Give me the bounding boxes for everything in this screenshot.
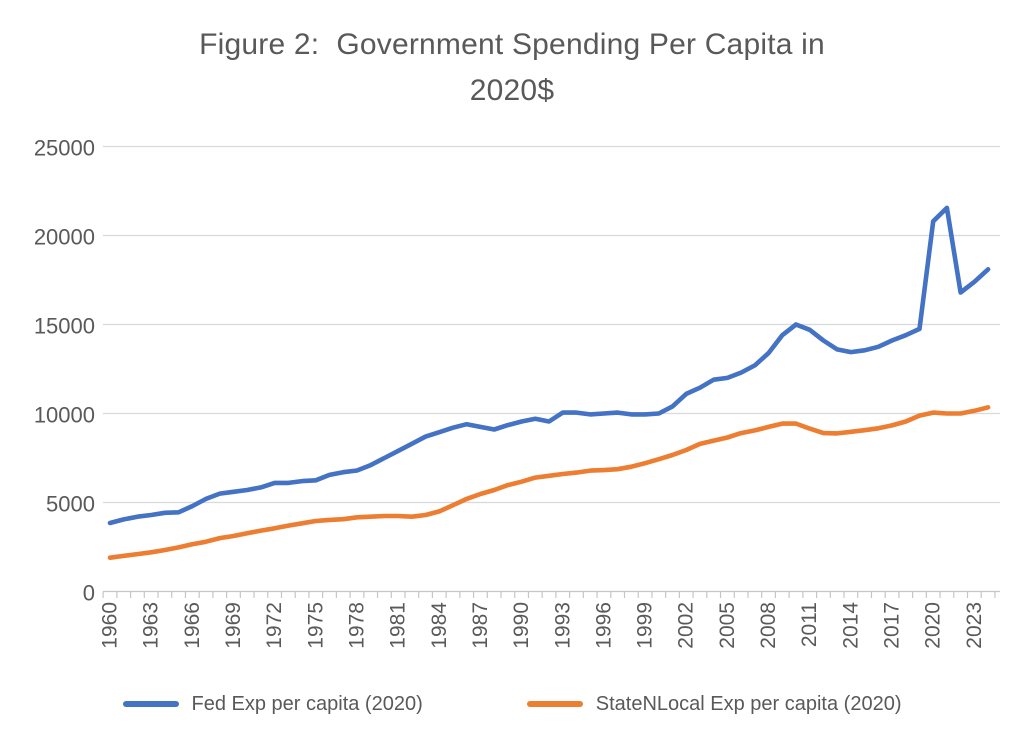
x-axis-label: 1984: [428, 602, 451, 649]
x-axis-label: 1969: [222, 602, 245, 649]
legend-item-statenlocal: StateNLocal Exp per capita (2020): [526, 692, 902, 716]
x-axis-label: 2014: [839, 602, 862, 649]
x-axis-label: 2020: [922, 602, 945, 649]
chart-legend: Fed Exp per capita (2020) StateNLocal Ex…: [0, 692, 1024, 716]
x-axis-label: 1996: [592, 602, 615, 649]
x-axis-label: 1963: [140, 602, 163, 649]
x-axis-label: 2008: [757, 602, 780, 649]
x-axis-label: 1966: [181, 602, 204, 649]
x-axis-label: 1960: [99, 602, 122, 649]
legend-item-fed: Fed Exp per capita (2020): [122, 692, 423, 716]
x-axis-label: 1987: [469, 602, 492, 649]
line-chart: 0 5000 10000 15000 20000 25000 1960 1963 1966 196…: [34, 136, 1000, 649]
y-axis-label: 20000: [34, 225, 95, 250]
x-axis-label: 1972: [263, 602, 286, 649]
statenlocal-legend-label: StateNLocal Exp per capita (2020): [595, 693, 902, 715]
x-axis-label: 2011: [798, 602, 821, 647]
y-axis-label: 0: [83, 581, 95, 606]
statenlocal-exp-line: [107, 404, 991, 561]
x-axis-label: 1975: [304, 602, 327, 649]
x-axis-label: 2005: [716, 602, 739, 649]
statenlocal-line-swatch-icon: [526, 701, 583, 707]
chart-title-line-2: 2020$: [469, 74, 555, 107]
fed-exp-line: [107, 205, 991, 526]
fed-line-swatch-icon: [122, 701, 179, 707]
y-axis-label: 25000: [34, 136, 95, 161]
x-axis-label: 1981: [387, 602, 410, 649]
y-axis-label: 15000: [34, 314, 95, 339]
x-axis-label: 1993: [551, 602, 574, 649]
chart-title: Figure 2: Government Spending Per Capita…: [0, 22, 1024, 114]
x-axis-label: 2002: [675, 602, 698, 649]
x-axis-label: 1999: [634, 602, 657, 649]
y-axis-label: 10000: [34, 403, 95, 428]
x-axis-label: 1978: [345, 602, 368, 649]
x-axis-label: 2017: [881, 602, 904, 649]
fed-legend-label: Fed Exp per capita (2020): [191, 693, 423, 715]
y-axis-label: 5000: [46, 492, 95, 517]
chart-title-line-1: Figure 2: Government Spending Per Capita…: [199, 28, 825, 61]
x-axis-label: 1990: [510, 602, 533, 649]
x-axis-label: 2023: [963, 602, 986, 649]
